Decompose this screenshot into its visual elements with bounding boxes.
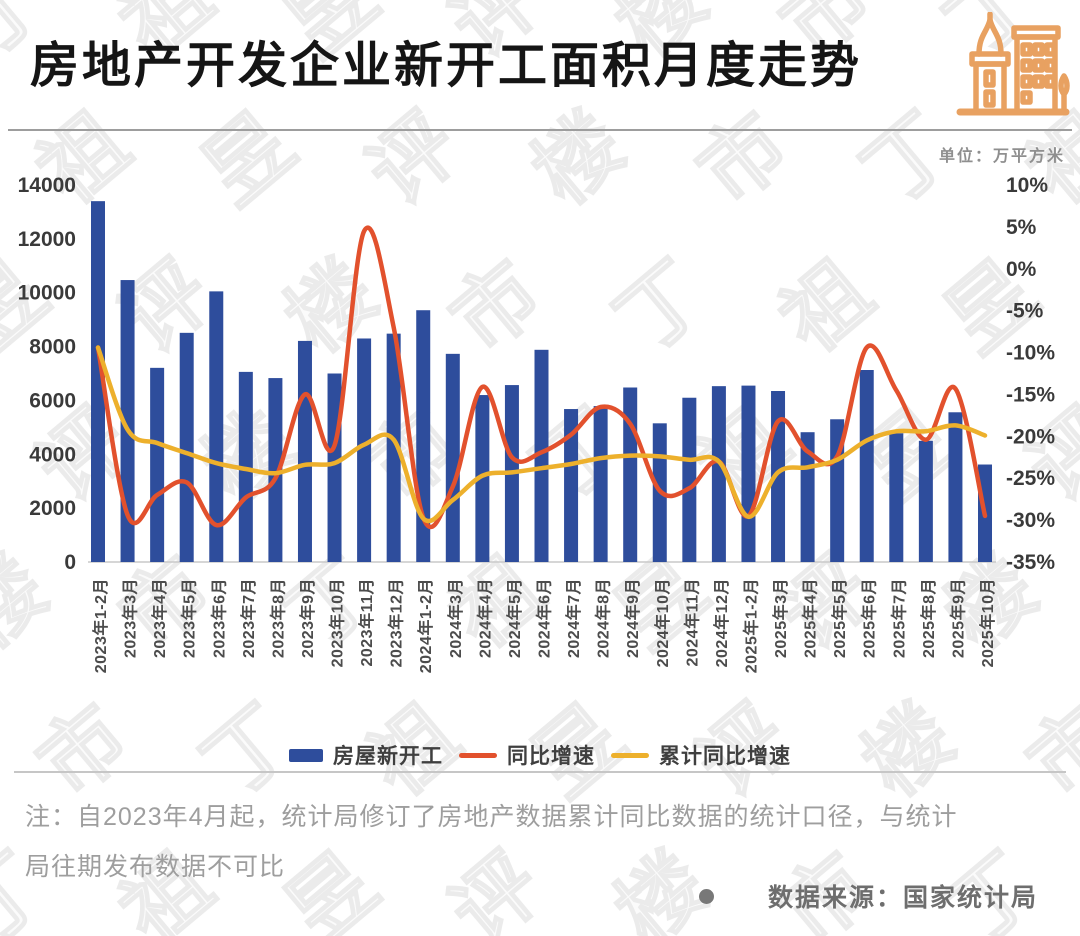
bar-2023年11月 xyxy=(357,338,372,562)
chart-legend: 房屋新开工 同比增速 累计同比增速 xyxy=(0,740,1080,770)
legend-cum-line-label: 累计同比增速 xyxy=(659,745,791,768)
x-axis-label: 2023年7月 xyxy=(239,578,258,658)
legend-yoy-line-label: 同比增速 xyxy=(507,745,595,768)
bar-2024年9月 xyxy=(623,387,638,562)
y-axis-right-tick: 10% xyxy=(1006,174,1048,197)
footer-divider xyxy=(14,771,1066,773)
legend-yoy-line-swatch xyxy=(459,752,497,758)
bar-2024年11月 xyxy=(682,397,697,562)
x-axis-label: 2024年9月 xyxy=(623,578,642,658)
legend-item-yoy-line: 同比增速 xyxy=(459,740,595,770)
bar-2023年6月 xyxy=(209,291,224,562)
x-axis-label: 2025年1-2月 xyxy=(741,578,760,673)
x-axis-label: 2024年11月 xyxy=(682,578,701,667)
y-axis-right-tick: 5% xyxy=(1006,216,1037,239)
bar-2023年10月 xyxy=(327,373,342,562)
x-axis-label: 2024年3月 xyxy=(446,578,465,658)
y-axis-right-tick: -25% xyxy=(1006,467,1055,490)
y-axis-left-tick: 12000 xyxy=(18,228,76,251)
x-axis-label: 2024年6月 xyxy=(535,578,554,658)
legend-item-cum-line: 累计同比增速 xyxy=(611,740,791,770)
bar-2023年5月 xyxy=(179,332,194,562)
x-axis-label: 2023年1-2月 xyxy=(91,578,110,673)
bar-2025年7月 xyxy=(889,433,904,562)
y-axis-right-tick: -30% xyxy=(1006,509,1055,532)
x-axis-label: 2025年5月 xyxy=(830,578,849,658)
y-axis-left-tick: 10000 xyxy=(18,282,76,305)
source-row: 数据来源：国家统计局 xyxy=(698,878,1038,914)
x-axis-label: 2025年9月 xyxy=(948,578,967,658)
x-axis-label: 2024年7月 xyxy=(564,578,583,658)
x-axis-label: 2025年8月 xyxy=(919,578,938,658)
bar-2024年4月 xyxy=(475,395,490,562)
y-axis-right-tick: -20% xyxy=(1006,425,1055,448)
y-axis-right-tick: -5% xyxy=(1006,300,1044,323)
x-axis-label: 2023年10月 xyxy=(328,578,347,667)
bar-2025年8月 xyxy=(918,440,933,562)
footnote: 注：自2023年4月起，统计局修订了房地产数据累计同比数据的统计口径，与统计 局… xyxy=(25,792,1045,892)
x-axis-label: 2024年5月 xyxy=(505,578,524,658)
bar-2023年12月 xyxy=(386,333,401,562)
legend-bar-swatch xyxy=(289,748,323,762)
source-bullet-icon xyxy=(698,888,714,904)
page-title: 房地产开发企业新开工面积月度走势 xyxy=(30,39,863,93)
bar-2024年7月 xyxy=(564,409,579,562)
x-axis-label: 2023年9月 xyxy=(298,578,317,658)
x-axis-label: 2025年7月 xyxy=(889,578,908,658)
y-axis-left-tick: 4000 xyxy=(29,443,76,466)
bar-2024年12月 xyxy=(711,386,726,562)
buildings-icon xyxy=(956,12,1070,116)
x-axis-label: 2025年3月 xyxy=(771,578,790,658)
y-axis-right-tick: -35% xyxy=(1006,551,1055,574)
y-axis-left-tick: 8000 xyxy=(29,336,76,359)
bar-2023年8月 xyxy=(268,378,283,562)
bar-2025年5月 xyxy=(830,419,845,562)
x-axis-label: 2023年4月 xyxy=(150,578,169,658)
footnote-line-1: 注：自2023年4月起，统计局修订了房地产数据累计同比数据的统计口径，与统计 xyxy=(25,803,958,831)
y-axis-left-tick: 2000 xyxy=(29,497,76,520)
x-axis-label: 2024年10月 xyxy=(653,578,672,667)
x-axis-label: 2024年4月 xyxy=(475,578,494,658)
x-axis-label: 2025年10月 xyxy=(978,578,997,667)
y-axis-right-tick: -10% xyxy=(1006,342,1055,365)
x-axis-label: 2023年5月 xyxy=(180,578,199,658)
legend-item-bars: 房屋新开工 xyxy=(289,740,443,770)
x-axis-label: 2024年1-2月 xyxy=(416,578,435,673)
bar-2024年8月 xyxy=(593,406,608,562)
footnote-line-2: 局往期发布数据不可比 xyxy=(25,853,286,881)
x-axis-label: 2023年12月 xyxy=(387,578,406,667)
bar-2024年6月 xyxy=(534,349,549,562)
bar-2023年4月 xyxy=(150,367,165,562)
legend-bar-label: 房屋新开工 xyxy=(333,745,443,768)
title-divider xyxy=(8,129,1072,131)
x-axis-label: 2023年11月 xyxy=(357,578,376,667)
x-axis-label: 2023年8月 xyxy=(268,578,287,658)
cumulative-growth-line xyxy=(95,345,988,524)
x-axis-label: 2023年3月 xyxy=(121,578,140,658)
unit-label: 单位：万平方米 xyxy=(938,148,1065,165)
bar-2025年9月 xyxy=(948,412,963,562)
source-label: 数据来源：国家统计局 xyxy=(767,884,1038,912)
bar-2025年6月 xyxy=(859,369,874,562)
bar-2024年3月 xyxy=(445,353,460,562)
legend-cum-line-swatch xyxy=(611,752,649,758)
y-axis-right-tick: 0% xyxy=(1006,258,1037,281)
bar-2023年3月 xyxy=(120,280,135,562)
x-axis-label: 2024年12月 xyxy=(712,578,731,667)
x-axis-label: 2023年6月 xyxy=(209,578,228,658)
x-axis-label: 2024年8月 xyxy=(594,578,613,658)
x-axis-label: 2025年6月 xyxy=(860,578,879,658)
y-axis-left-tick: 14000 xyxy=(18,174,76,197)
bar-2023年9月 xyxy=(297,340,312,562)
y-axis-right-tick: -15% xyxy=(1006,383,1055,406)
yoy-growth-line xyxy=(95,225,988,529)
y-axis-left-tick: 0 xyxy=(64,551,76,574)
bar-2025年1-2月 xyxy=(741,385,756,562)
x-axis-label: 2025年4月 xyxy=(801,578,820,658)
y-axis-left-tick: 6000 xyxy=(29,389,76,412)
bar-2023年1-2月 xyxy=(91,201,105,562)
